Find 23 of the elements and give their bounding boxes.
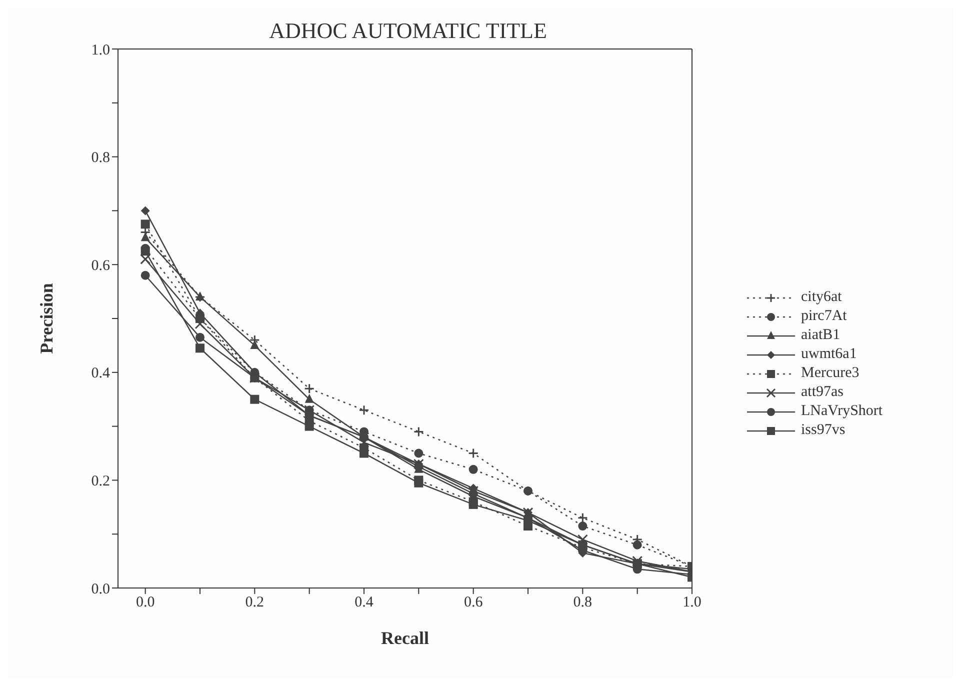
legend-label: pirc7At: [801, 308, 847, 325]
chart-title: ADHOC AUTOMATIC TITLE: [268, 18, 548, 44]
y-tick-label: 1.0: [91, 42, 110, 58]
x-tick-label: 0.4: [354, 594, 374, 611]
y-axis-title: Precision: [36, 283, 56, 354]
legend-label: iss97vs: [801, 422, 846, 439]
x-axis-title: Recall: [381, 628, 429, 648]
legend-label: Mercure3: [801, 365, 860, 382]
y-tick-label: 0.6: [91, 258, 110, 274]
legend-label: uwmt6a1: [801, 346, 857, 363]
x-tick-label: 1.0: [682, 594, 702, 611]
legend-label: att97as: [801, 384, 844, 401]
y-tick-label: 0.2: [91, 474, 110, 490]
y-tick-label: 0.4: [91, 366, 110, 382]
y-tick-label: 0.0: [91, 581, 110, 598]
legend-label: LNaVryShort: [801, 403, 883, 420]
x-tick-label: 0.8: [573, 594, 592, 611]
legend-label: city6at: [801, 289, 842, 306]
legend-label: aiatB1: [801, 327, 840, 344]
x-tick-label: 0.6: [464, 594, 484, 611]
x-tick-label: 0.0: [136, 594, 155, 611]
y-tick-label: 0.8: [91, 150, 110, 166]
x-tick-label: 0.2: [245, 594, 264, 611]
